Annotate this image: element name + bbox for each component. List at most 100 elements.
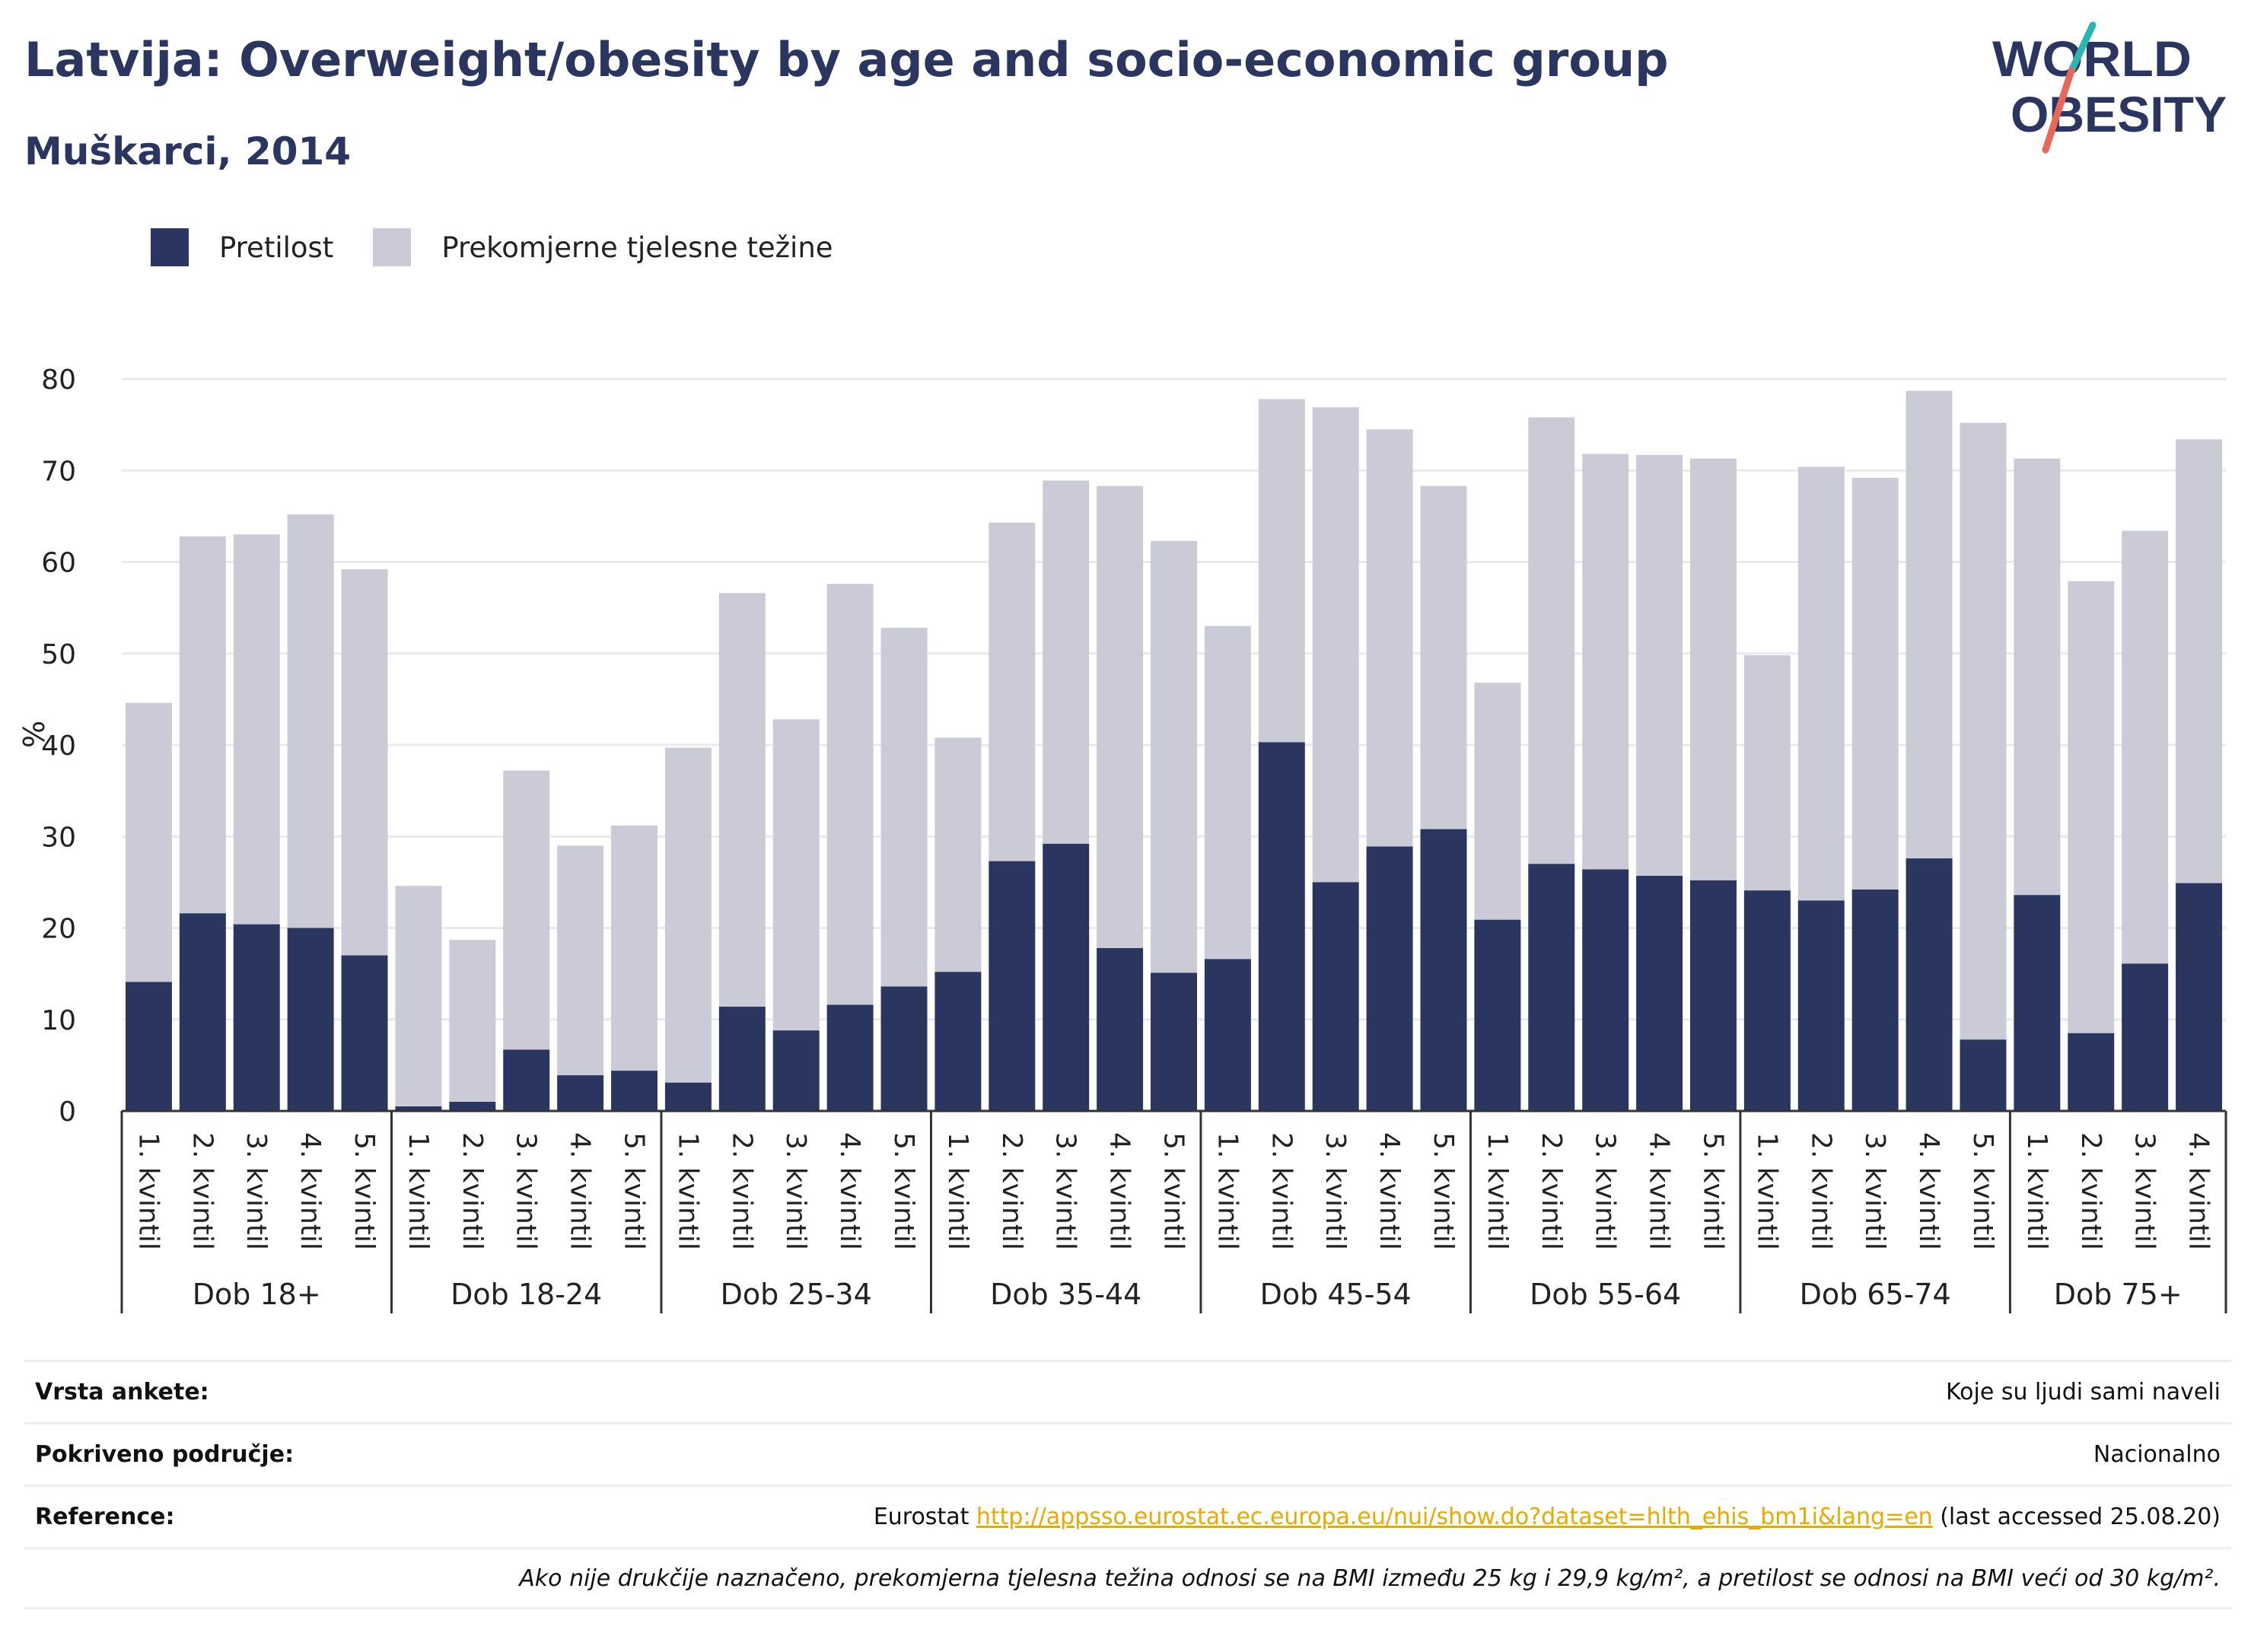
bar-obesity [1797, 900, 1845, 1111]
bar-overweight [503, 770, 550, 1050]
bar-obesity [2122, 963, 2169, 1111]
logo-slash-teal [2068, 21, 2097, 75]
meta-row-survey-type: Vrsta ankete: Koje su ljudi sami naveli [24, 1360, 2231, 1422]
bar-overweight [880, 628, 928, 987]
bar-overweight [1366, 429, 1413, 847]
bar-overweight [557, 845, 604, 1076]
bar-overweight [1960, 422, 2007, 1040]
bar-obesity [1906, 858, 1953, 1111]
group-label: Dob 18+ [193, 1278, 321, 1311]
bar-obesity [2176, 883, 2223, 1111]
group-label: Dob 35-44 [990, 1278, 1141, 1311]
bar-overweight [664, 747, 712, 1083]
bar-obesity [1474, 919, 1521, 1111]
x-tick-label: 2. kvintil [186, 1132, 218, 1250]
reference-link[interactable]: http://appsso.eurostat.ec.europa.eu/nui/… [976, 1504, 1933, 1530]
x-tick-label: 5. kvintil [349, 1132, 380, 1250]
meta-value-survey-type: Koje su ljudi sami naveli [1945, 1379, 2221, 1405]
bar-overweight [1743, 655, 1791, 891]
world-obesity-logo: WORLD OBESITY [1992, 21, 2227, 154]
metadata-table: Vrsta ankete: Koje su ljudi sami naveli … [24, 1360, 2231, 1609]
bar-overweight [1151, 540, 1197, 973]
bar-overweight [341, 569, 388, 956]
bar-obesity [880, 986, 928, 1111]
x-tick-label: 5. kvintil [1697, 1132, 1728, 1250]
bar-obesity [611, 1071, 658, 1111]
x-tick-label: 1. kvintil [2021, 1132, 2052, 1250]
bar-obesity [2014, 895, 2061, 1111]
group-label: Dob 55-64 [1530, 1278, 1681, 1311]
x-tick-label: 4. kvintil [834, 1132, 865, 1250]
x-tick-label: 4. kvintil [1644, 1132, 1675, 1250]
x-tick-label: 5. kvintil [1428, 1132, 1459, 1250]
logo-slash-coral [2042, 67, 2075, 154]
x-tick-label: 5. kvintil [619, 1132, 650, 1250]
bar-overweight [1312, 407, 1359, 883]
meta-row-coverage: Pokriveno područje: Nacionalno [24, 1422, 2231, 1485]
x-tick-label: 2. kvintil [1805, 1132, 1836, 1250]
bar-obesity [1097, 947, 1144, 1111]
x-tick-label: 4. kvintil [1374, 1132, 1405, 1250]
bar-overweight [179, 536, 226, 914]
x-tick-label: 1. kvintil [1751, 1132, 1782, 1250]
x-tick-label: 4. kvintil [1913, 1132, 1944, 1250]
group-label: Dob 65-74 [1800, 1278, 1951, 1311]
group-label: Dob 25-34 [721, 1278, 872, 1311]
x-tick-label: 5. kvintil [888, 1132, 919, 1250]
legend-label-obesity: Pretilost [219, 231, 334, 264]
bar-overweight [1906, 390, 1953, 859]
bar-obesity [1312, 882, 1359, 1111]
bar-overweight [287, 514, 334, 928]
bar-overweight [449, 940, 496, 1102]
x-tick-label: 4. kvintil [2183, 1132, 2214, 1250]
x-tick-label: 5. kvintil [1158, 1132, 1189, 1250]
bar-overweight [1420, 485, 1467, 829]
group-label: Dob 45-54 [1260, 1278, 1412, 1311]
reference-suffix: (last accessed 25.08.20) [1932, 1504, 2221, 1530]
chart-subtitle: Muškarci, 2014 [24, 129, 352, 173]
y-tick-label: 0 [59, 1097, 76, 1128]
x-tick-label: 1. kvintil [1482, 1132, 1513, 1250]
bar-obesity [1851, 889, 1899, 1111]
bar-obesity [1043, 843, 1090, 1111]
bar-obesity [1689, 880, 1737, 1111]
bar-overweight [125, 702, 172, 982]
x-tick-label: 2. kvintil [1266, 1132, 1297, 1250]
chart-legend: Pretilost Prekomjerne tjelesne težine [151, 223, 873, 272]
x-tick-label: 2. kvintil [996, 1132, 1027, 1250]
x-tick-label: 1. kvintil [672, 1132, 703, 1250]
bar-obesity [125, 982, 172, 1111]
bar-obesity [503, 1049, 550, 1111]
y-tick-label: 80 [41, 364, 76, 396]
bar-obesity [1420, 829, 1467, 1111]
logo-line1: WORLD [1992, 30, 2192, 87]
meta-label-coverage: Pokriveno područje: [35, 1441, 295, 1468]
meta-row-note: Ako nije drukčije naznačeno, prekomjerna… [24, 1547, 2231, 1609]
bar-overweight [395, 886, 442, 1106]
bar-obesity [1204, 959, 1251, 1111]
bar-overweight [1258, 399, 1305, 743]
group-label: Dob 18-24 [451, 1278, 602, 1311]
x-tick-label: 3. kvintil [1050, 1132, 1081, 1250]
bar-obesity [934, 972, 982, 1111]
bar-obesity [664, 1082, 712, 1111]
x-tick-label: 3. kvintil [511, 1132, 542, 1250]
bar-obesity [179, 913, 226, 1111]
bar-overweight [1528, 417, 1575, 864]
bar-obesity [718, 1006, 766, 1111]
bar-overweight [1043, 480, 1090, 844]
legend-label-overweight: Prekomjerne tjelesne težine [441, 231, 833, 264]
logo-line2: OBESITY [2011, 86, 2227, 142]
y-tick-label: 40 [41, 731, 76, 762]
axis-layer: 0 10 20 30 40 50 60 70 80 1. kvintil 2. kvintil 3. … [41, 364, 2227, 1313]
y-tick-label: 20 [41, 914, 76, 945]
bar-obesity [826, 1004, 874, 1111]
x-tick-label: 4. kvintil [295, 1132, 326, 1250]
y-axis-label: % [18, 721, 51, 748]
bar-overweight [1582, 454, 1629, 870]
meta-label-survey-type: Vrsta ankete: [35, 1379, 209, 1405]
bar-obesity [449, 1101, 496, 1111]
bar-obesity [1582, 869, 1629, 1111]
x-tick-label: 4. kvintil [1104, 1132, 1135, 1250]
x-tick-label: 3. kvintil [1590, 1132, 1621, 1250]
